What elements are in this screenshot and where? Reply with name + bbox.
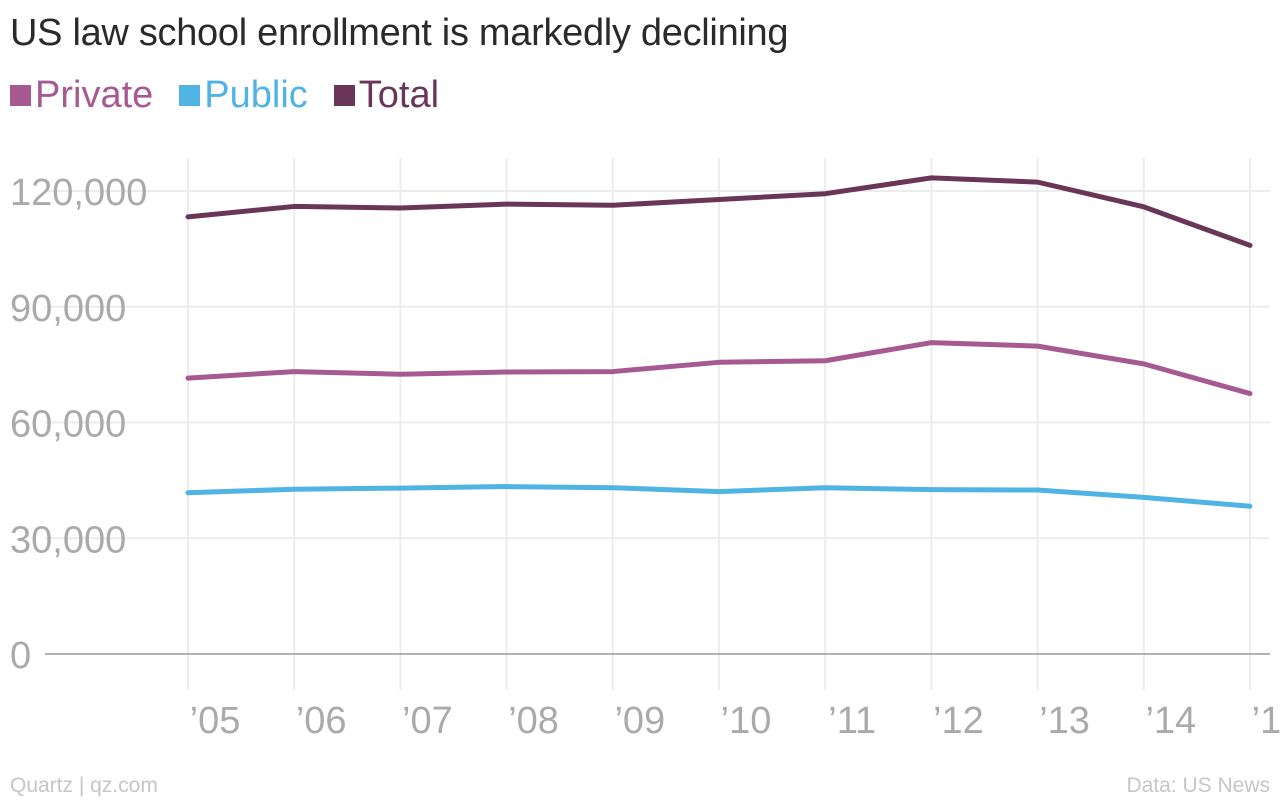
- chart-legend: Private Public Total: [10, 74, 465, 117]
- series-line-public: [185, 484, 1253, 509]
- chart-title: US law school enrollment is markedly dec…: [10, 12, 789, 54]
- x-tick-label: ’13: [1039, 700, 1090, 742]
- legend-label-total: Total: [358, 74, 440, 116]
- x-tick-label: ’08: [508, 700, 559, 742]
- legend-label-private: Private: [35, 74, 154, 116]
- footer-source: Data: US News: [1126, 774, 1270, 797]
- legend-swatch-private: [10, 85, 31, 106]
- y-tick-label: 60,000: [10, 404, 126, 446]
- x-tick-label: ’07: [402, 700, 453, 742]
- x-tick-label: ’05: [190, 700, 241, 742]
- x-tick-label: ’12: [933, 700, 984, 742]
- legend-swatch-public: [179, 85, 201, 106]
- footer-credit: Quartz | qz.com: [10, 774, 158, 797]
- x-tick-label: ’10: [721, 700, 772, 742]
- y-tick-label: 90,000: [10, 288, 126, 330]
- series-line-total: [185, 175, 1253, 248]
- y-tick-label: 120,000: [10, 172, 147, 214]
- legend-swatch-total: [333, 85, 355, 106]
- x-tick-label: ’09: [614, 700, 665, 742]
- series-line-private: [185, 340, 1253, 397]
- x-tick-label: ’14: [1145, 700, 1196, 742]
- y-tick-label: 0: [10, 635, 31, 677]
- y-tick-label: 30,000: [10, 519, 126, 561]
- x-tick-label: ’15: [1252, 700, 1280, 742]
- legend-item-private: Private: [10, 74, 153, 117]
- legend-item-total: Total: [333, 74, 440, 117]
- x-tick-label: ’11: [828, 700, 876, 742]
- legend-label-public: Public: [204, 74, 308, 116]
- x-tick-label: ’06: [296, 700, 347, 742]
- legend-item-public: Public: [179, 74, 308, 117]
